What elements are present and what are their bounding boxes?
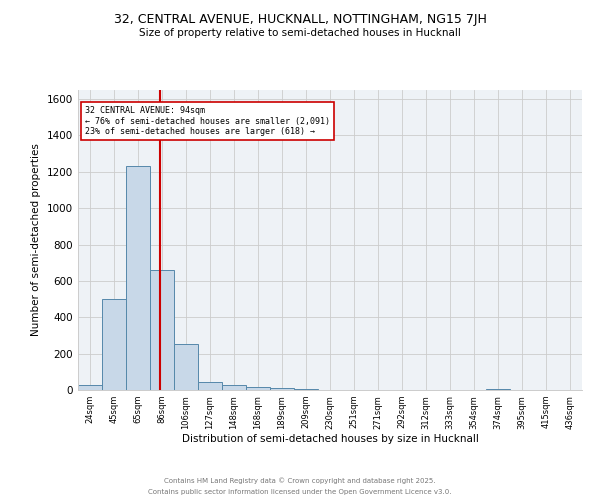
- Bar: [222, 386, 246, 390]
- Bar: [150, 270, 174, 390]
- Text: Size of property relative to semi-detached houses in Hucknall: Size of property relative to semi-detach…: [139, 28, 461, 38]
- Bar: [102, 299, 126, 390]
- Bar: [174, 344, 198, 390]
- Bar: [198, 382, 222, 390]
- Bar: [294, 389, 318, 390]
- Y-axis label: Number of semi-detached properties: Number of semi-detached properties: [31, 144, 41, 336]
- Text: Contains public sector information licensed under the Open Government Licence v3: Contains public sector information licen…: [148, 489, 452, 495]
- Bar: [78, 384, 102, 390]
- Text: 32, CENTRAL AVENUE, HUCKNALL, NOTTINGHAM, NG15 7JH: 32, CENTRAL AVENUE, HUCKNALL, NOTTINGHAM…: [113, 12, 487, 26]
- Bar: [126, 166, 150, 390]
- Text: 32 CENTRAL AVENUE: 94sqm
← 76% of semi-detached houses are smaller (2,091)
23% o: 32 CENTRAL AVENUE: 94sqm ← 76% of semi-d…: [85, 106, 330, 136]
- Bar: [246, 388, 270, 390]
- Text: Contains HM Land Registry data © Crown copyright and database right 2025.: Contains HM Land Registry data © Crown c…: [164, 478, 436, 484]
- Bar: [270, 388, 294, 390]
- Bar: [486, 389, 510, 390]
- X-axis label: Distribution of semi-detached houses by size in Hucknall: Distribution of semi-detached houses by …: [182, 434, 478, 444]
